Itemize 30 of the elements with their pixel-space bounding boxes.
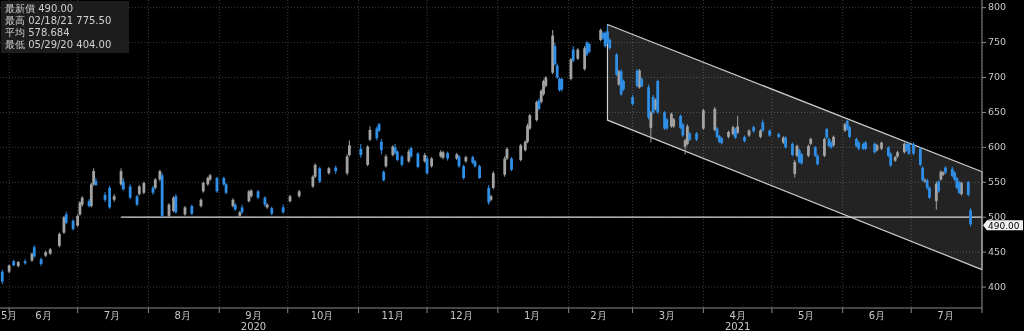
x-tick-label: 6月 [35, 310, 52, 321]
x-tick-label: 7月 [937, 310, 954, 321]
x-tick-label: 8月 [174, 310, 191, 321]
price-tag: 490.00 [983, 220, 1023, 231]
x-tick-label: 7月 [103, 310, 121, 321]
y-tick-label: 550 [988, 175, 1007, 187]
x-tick-label: 10月 [310, 310, 334, 321]
x-tick-label: 6月 [868, 310, 886, 321]
y-tick-label: 400 [988, 280, 1007, 292]
x-tick-label: 5月 [797, 310, 815, 321]
x-tick-label: 3月 [658, 310, 676, 321]
annotation: 最高 02/18/21 775.50 [5, 15, 112, 26]
y-tick-label: 500 [988, 210, 1007, 222]
y-tick-label: 700 [988, 71, 1007, 83]
y-tick-label: 600 [988, 140, 1007, 152]
x-tick-label: 1月 [523, 310, 541, 321]
x-tick-label: 5月 [1, 310, 18, 321]
x-tick-label: 11月 [381, 310, 405, 321]
annotation: 最低 05/29/20 404.00 [5, 39, 112, 50]
x-tick-label: 9月 2020 [240, 310, 267, 331]
x-tick-label: 2月 [590, 310, 607, 321]
annotation: 平均 578.684 [5, 27, 70, 38]
x-tick-label: 12月 [449, 310, 473, 321]
y-tick-label: 450 [988, 245, 1007, 257]
y-tick-label: 800 [988, 1, 1007, 13]
annotation: 490.00 [988, 220, 1020, 231]
y-tick-label: 750 [988, 36, 1007, 48]
x-tick-label: 4月 2021 [724, 310, 751, 331]
y-tick-label: 650 [988, 105, 1007, 117]
annotation: 最新價 490.00 [5, 3, 74, 14]
